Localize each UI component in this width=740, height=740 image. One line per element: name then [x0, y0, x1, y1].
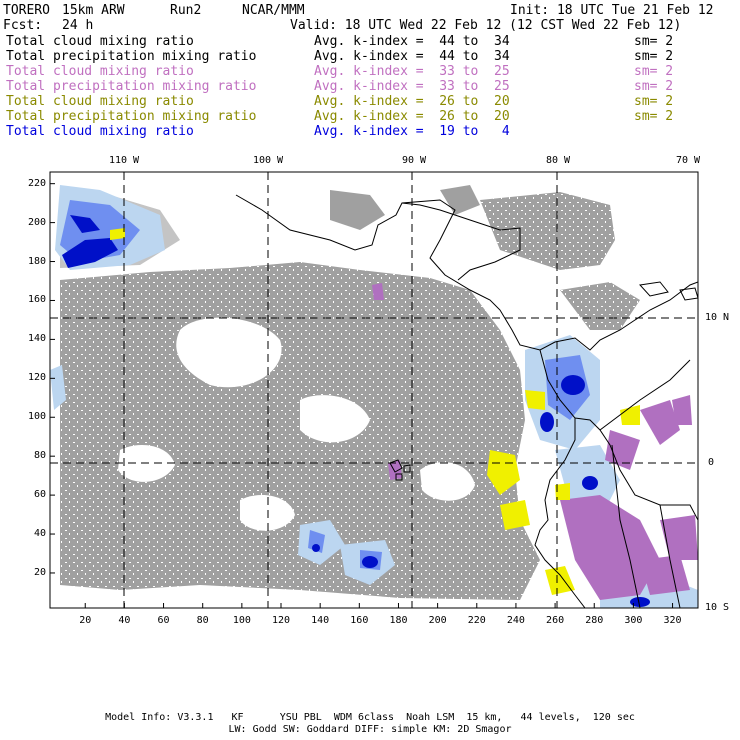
valid-time: Valid: 18 UTC Wed 22 Feb 12 (12 CST Wed …	[290, 18, 682, 33]
legend-field: Total cloud mixing ratio	[6, 64, 194, 79]
legend-smoothing: sm= 2	[634, 34, 674, 49]
model-resolution: 15km ARW	[62, 3, 125, 18]
x-tick-label: 220	[467, 615, 486, 626]
x-tick-label: 200	[428, 615, 447, 626]
legend-kindex: Avg. k-index = 33 to 25	[314, 79, 510, 94]
y-tick-label: 60	[33, 489, 46, 501]
forecast-label: Fcst:	[3, 18, 43, 33]
legend-field: Total cloud mixing ratio	[6, 94, 194, 109]
lat-label-10s: 10 S	[705, 602, 730, 613]
lat-label-10n: 10 N	[705, 312, 730, 323]
y-tick-label: 200	[27, 216, 46, 228]
cloud-field	[50, 172, 698, 608]
x-tick-label: 140	[311, 615, 330, 626]
model-info-line2: LW: Godd SW: Goddard DIFF: simple KM: 2D…	[228, 724, 512, 735]
legend-field: Total precipitation mixing ratio	[6, 49, 257, 64]
legend-smoothing: sm= 2	[634, 94, 674, 109]
lon-label-80w: 80 W	[545, 155, 571, 166]
x-tick-label: 300	[624, 615, 643, 626]
model-name: TORERO	[3, 3, 50, 18]
model-run: Run2	[170, 3, 202, 18]
legend-field: Total precipitation mixing ratio	[6, 109, 257, 124]
legend-smoothing: sm= 2	[634, 49, 674, 64]
y-tick-label: 20	[33, 566, 46, 578]
legend-kindex: Avg. k-index = 26 to 20	[314, 94, 510, 109]
init-time: Init: 18 UTC Tue 21 Feb 12	[510, 3, 714, 18]
x-tick-label: 80	[196, 615, 209, 626]
x-tick-label: 60	[157, 615, 170, 626]
model-info-line1: Model Info: V3.3.1 KF YSU PBL WDM 6class…	[105, 712, 635, 723]
organization: NCAR/MMM	[242, 3, 305, 18]
map-frame	[49, 171, 699, 609]
x-tick-label: 180	[389, 615, 408, 626]
lon-label-110w: 110 W	[108, 155, 140, 166]
legend-field: Total cloud mixing ratio	[6, 124, 194, 139]
x-tick-label: 320	[663, 615, 682, 626]
y-tick-label: 160	[27, 294, 46, 306]
legend-kindex: Avg. k-index = 19 to 4	[314, 124, 510, 139]
forecast-hours: 24 h	[62, 18, 94, 33]
x-tick-label: 240	[506, 615, 525, 626]
y-tick-label: 220	[27, 177, 46, 189]
y-tick-label: 140	[27, 333, 46, 345]
lon-label-70w: 70 W	[675, 155, 701, 166]
lon-label-100w: 100 W	[252, 155, 284, 166]
x-tick-label: 280	[585, 615, 604, 626]
x-tick-label: 20	[79, 615, 92, 626]
legend-smoothing: sm= 2	[634, 109, 674, 124]
lat-label-0: 0	[708, 457, 715, 468]
y-tick-label: 80	[33, 450, 46, 462]
legend-field: Total precipitation mixing ratio	[6, 79, 257, 94]
x-tick-label: 40	[118, 615, 131, 626]
y-tick-label: 40	[33, 528, 46, 540]
x-tick-label: 160	[350, 615, 369, 626]
lon-label-90w: 90 W	[401, 155, 427, 166]
y-tick-label: 180	[27, 255, 46, 267]
legend-kindex: Avg. k-index = 33 to 25	[314, 64, 510, 79]
legend-kindex: Avg. k-index = 44 to 34	[314, 34, 510, 49]
legend-kindex: Avg. k-index = 44 to 34	[314, 49, 510, 64]
legend-field: Total cloud mixing ratio	[6, 34, 194, 49]
x-tick-label: 260	[546, 615, 565, 626]
legend-smoothing: sm= 2	[634, 64, 674, 79]
legend-kindex: Avg. k-index = 26 to 20	[314, 109, 510, 124]
x-tick-label: 100	[232, 615, 251, 626]
y-tick-label: 100	[27, 411, 46, 423]
x-tick-label: 120	[271, 615, 291, 626]
legend-smoothing: sm= 2	[634, 79, 674, 94]
y-tick-label: 120	[27, 372, 46, 384]
